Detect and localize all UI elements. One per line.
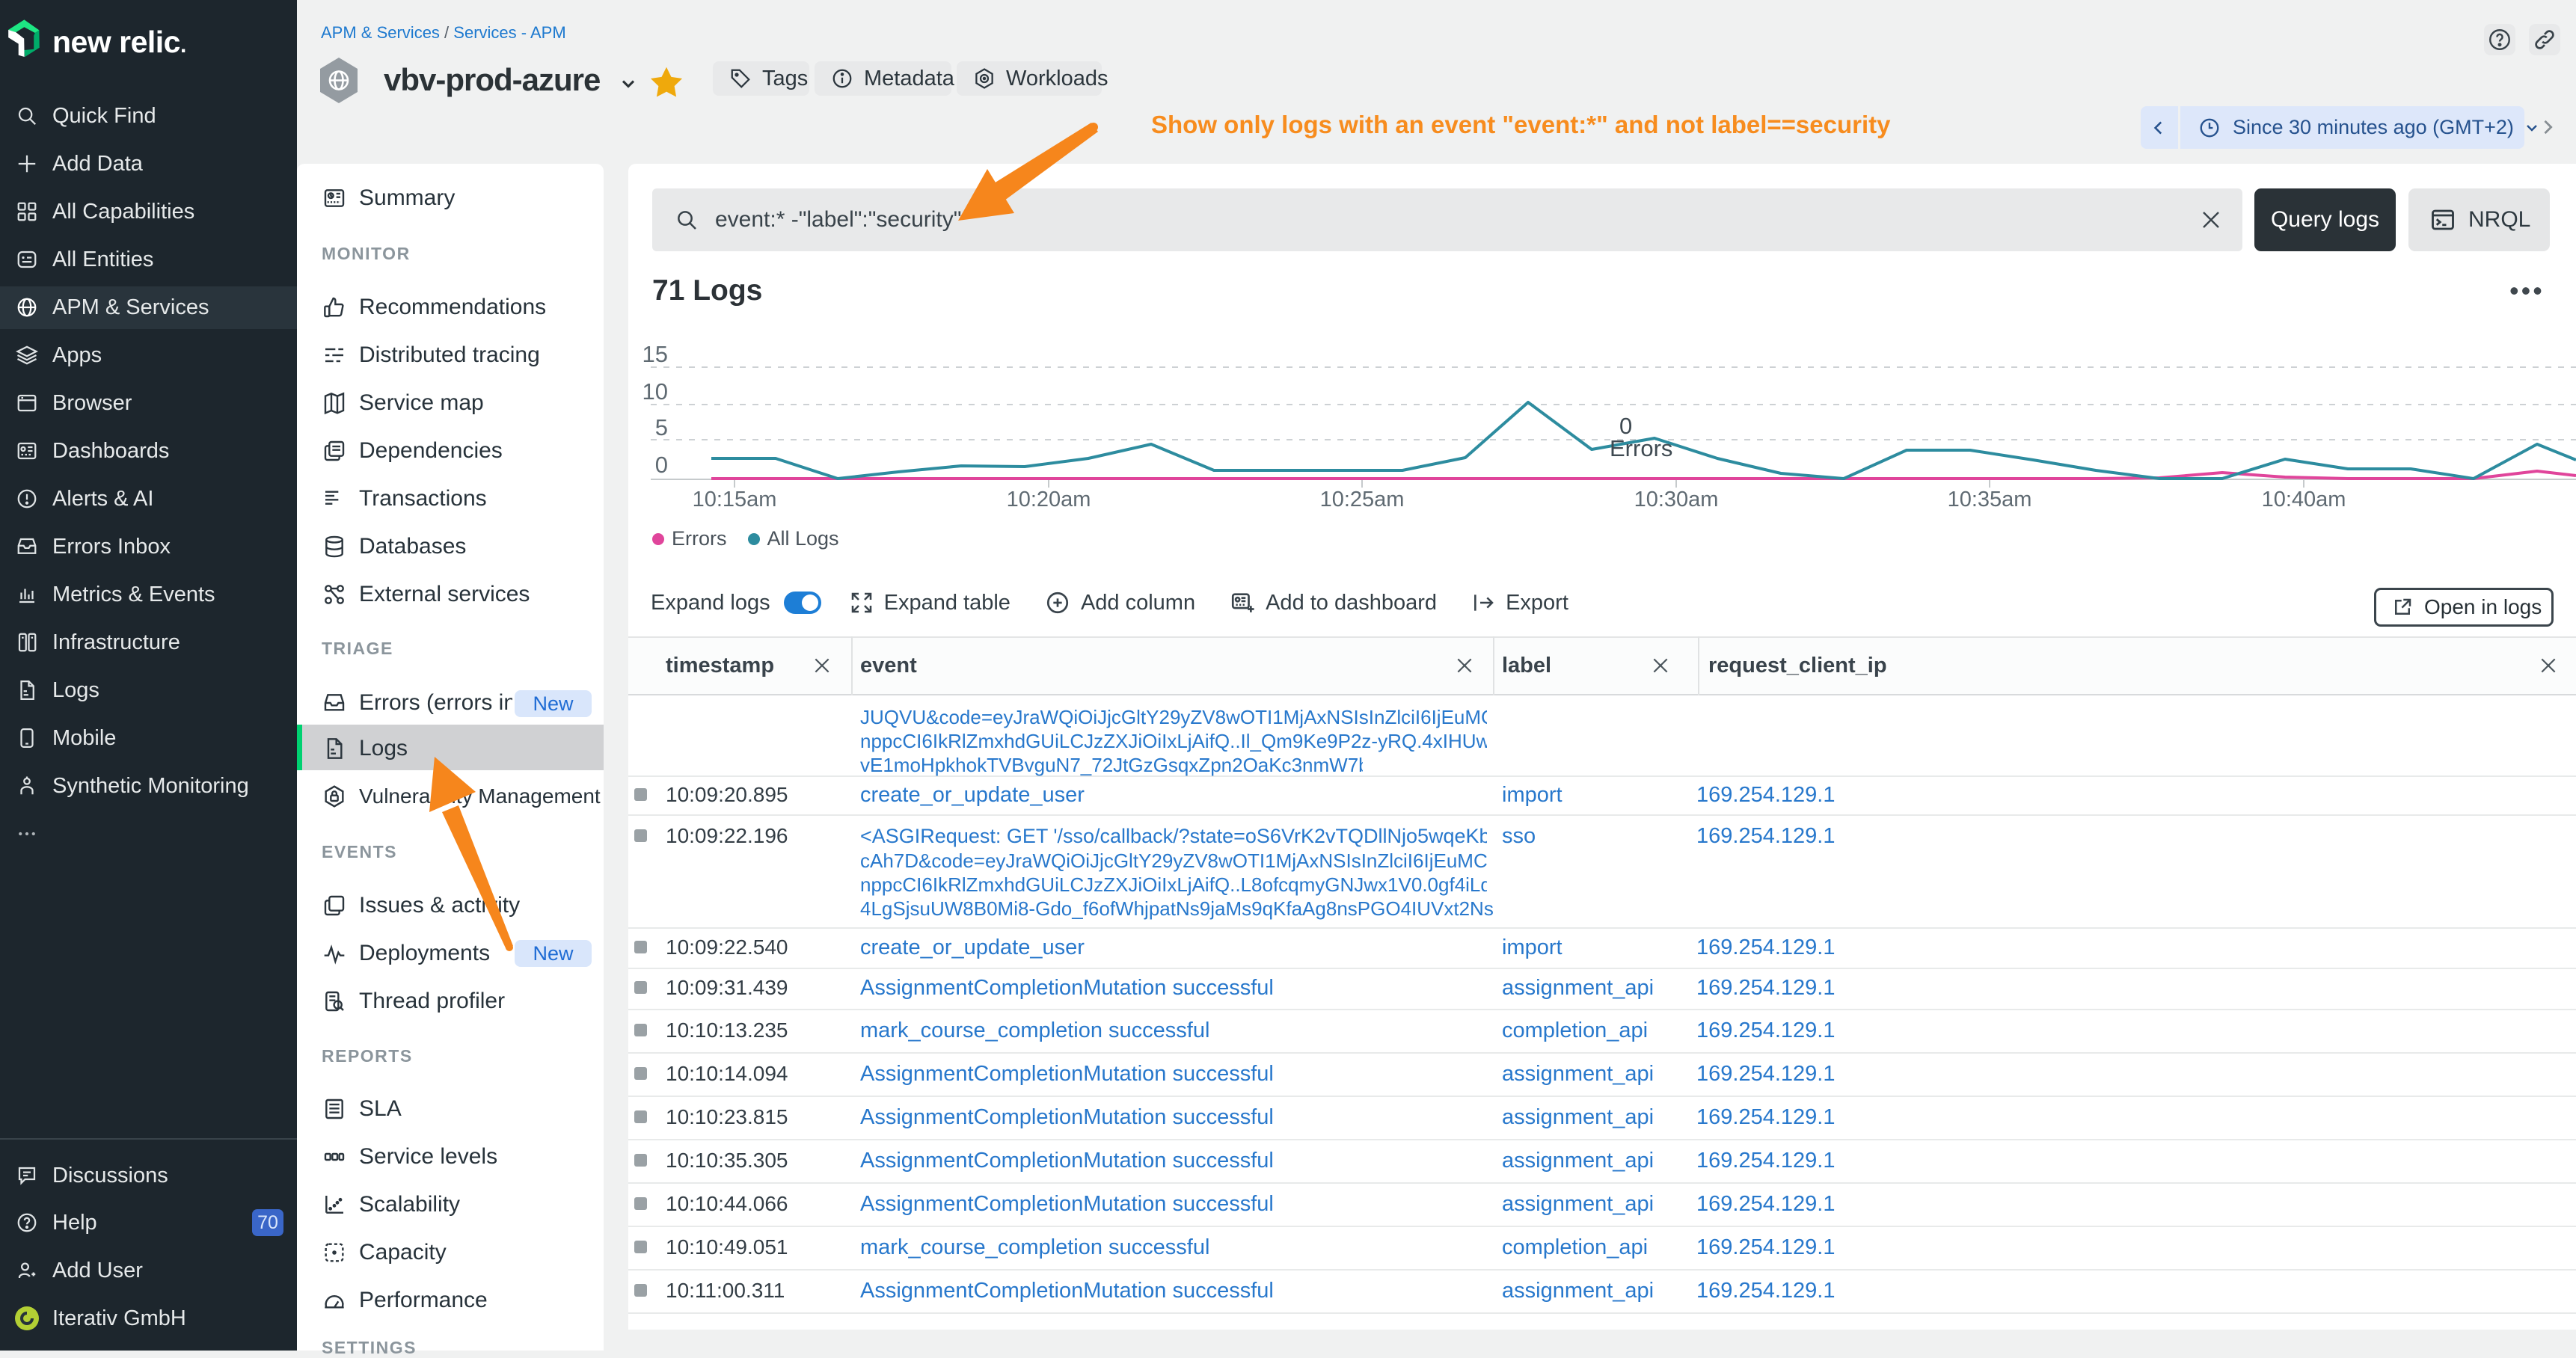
svg-text:10:20am: 10:20am — [1007, 488, 1091, 511]
svg-text:10:25am: 10:25am — [1320, 488, 1405, 511]
svg-text:10:35am: 10:35am — [1948, 488, 2032, 511]
svg-text:10:30am: 10:30am — [1634, 488, 1719, 511]
svg-text:0: 0 — [655, 452, 668, 478]
svg-text:5: 5 — [655, 414, 668, 440]
svg-text:10:40am: 10:40am — [2262, 488, 2346, 511]
svg-text:15: 15 — [643, 341, 668, 367]
svg-text:10:15am: 10:15am — [693, 488, 777, 511]
svg-text:Errors: Errors — [1610, 435, 1672, 461]
svg-text:0: 0 — [1619, 413, 1632, 439]
svg-text:10: 10 — [643, 378, 668, 405]
